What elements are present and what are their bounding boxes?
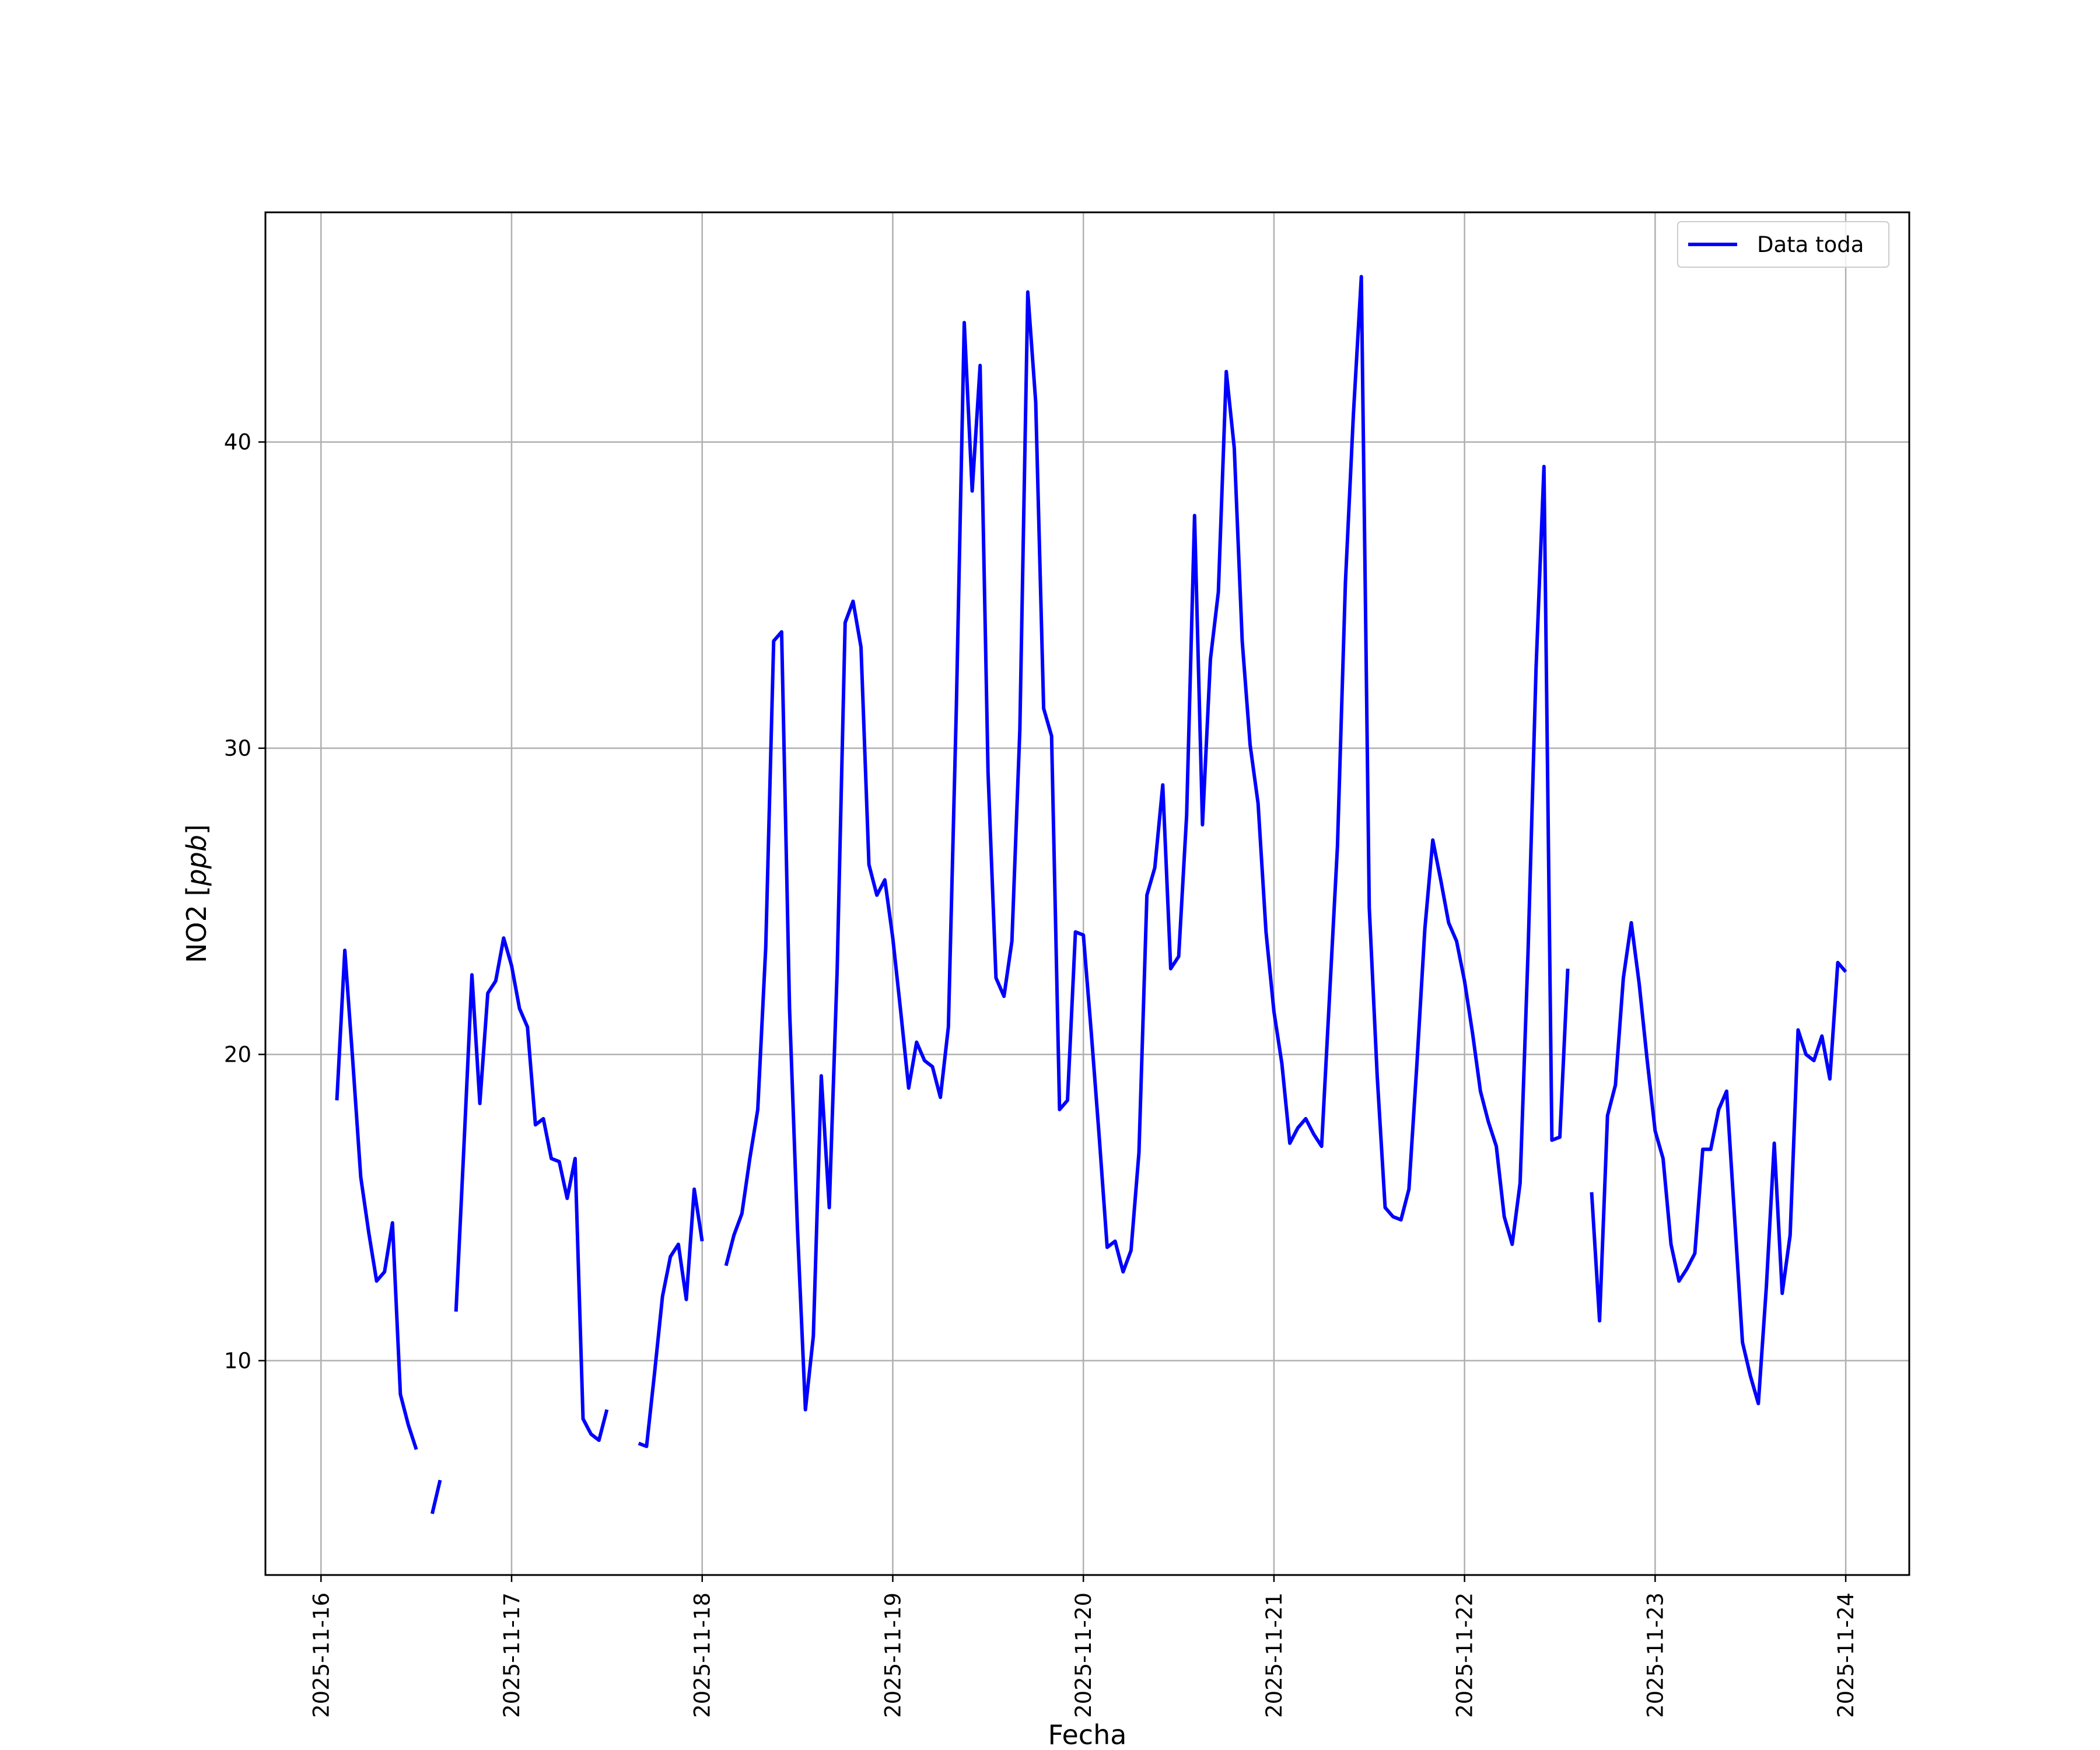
- y-tick-label: 10: [224, 1349, 251, 1374]
- legend-label: Data toda: [1757, 232, 1864, 257]
- legend-box: [1677, 221, 1889, 268]
- x-tick-label: 2025-11-24: [1833, 1592, 1859, 1718]
- series-line-segment: [724, 275, 1570, 1412]
- y-axis-title-unit: ppb: [181, 835, 212, 887]
- x-tick-label: 2025-11-16: [309, 1592, 334, 1718]
- y-axis-title-text: NO2 [: [181, 886, 212, 963]
- y-tick-label: 30: [224, 736, 251, 761]
- x-tick-label: 2025-11-17: [499, 1592, 524, 1718]
- y-axis-title: NO2 [ppb]: [181, 824, 212, 963]
- axis-ticks: 2025-11-16 2025-11-17 2025-11-18 2025-11-19…: [224, 430, 1859, 1718]
- plot-frame: [264, 211, 1910, 1576]
- y-tick-label: 20: [224, 1042, 251, 1068]
- series-line-segment: [335, 949, 418, 1450]
- x-tick-label: 2025-11-21: [1262, 1592, 1287, 1718]
- y-tick-label: 40: [224, 430, 251, 455]
- y-axis-title-close: ]: [181, 824, 212, 835]
- x-tick-label: 2025-11-18: [690, 1592, 715, 1718]
- legend: Data toda: [1677, 221, 1889, 268]
- x-tick-label: 2025-11-23: [1643, 1592, 1668, 1718]
- series-line-segment: [430, 1479, 442, 1514]
- grid-lines: [265, 212, 1909, 1575]
- series-data-toda: [335, 275, 1847, 1514]
- x-axis-title: Fecha: [1048, 1719, 1127, 1750]
- series-line-segment: [1590, 921, 1847, 1405]
- series-line-segment: [638, 1187, 704, 1448]
- series-line-segment: [454, 936, 609, 1442]
- x-tick-label: 2025-11-20: [1071, 1592, 1096, 1718]
- x-tick-label: 2025-11-22: [1452, 1592, 1478, 1718]
- x-tick-label: 2025-11-19: [880, 1592, 905, 1718]
